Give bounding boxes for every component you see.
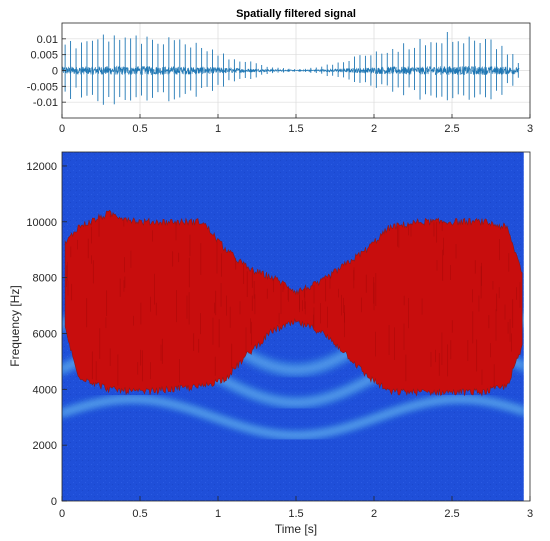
spectrogram-y-tick-label-5: 10000	[26, 217, 57, 229]
spectrogram-x-ticks: 0 0.5 1 1.5 2 2.5 3	[59, 496, 533, 520]
signal-noise-trace	[61, 65, 520, 76]
spectrogram-y-tick-label-0: 0	[51, 496, 57, 508]
signal-y-tick-label-1: -0.005	[27, 81, 58, 93]
spectrogram-x-tick-label-6: 3	[527, 508, 533, 520]
spectrogram-y-tick-label-6: 12000	[26, 161, 57, 173]
spectrogram-x-tick-label-0: 0	[59, 508, 65, 520]
spectrogram-x-label: Time [s]	[275, 522, 317, 536]
spectrogram-x-tick-label-3: 1.5	[288, 508, 303, 520]
spectrogram-y-ticks: 0 2000 4000 6000 8000 10000 12000	[26, 161, 67, 508]
signal-y-ticks: -0.01 -0.005 0 0.005 0.01	[27, 34, 66, 109]
signal-x-ticks: 0 0.5 1 1.5 2 2.5 3	[59, 114, 533, 135]
spectrogram-y-tick-label-1: 2000	[33, 440, 57, 452]
spectrogram-y-label: Frequency [Hz]	[8, 285, 22, 366]
spectrogram-x-tick-label-5: 2.5	[444, 508, 459, 520]
signal-y-tick-label-3: 0.005	[30, 50, 58, 62]
signal-y-tick-label-0: -0.01	[33, 97, 58, 109]
spectrogram-y-tick-label-3: 6000	[33, 328, 57, 340]
active-frequency-region	[64, 209, 523, 397]
spectrogram-y-tick-label-2: 4000	[33, 384, 57, 396]
signal-axes: Spatially filtered signal 0 0.5 1 1.5 2 2.5 3 …	[27, 8, 533, 135]
harmonic-band-core-0	[62, 397, 525, 438]
spectrogram-x-tick-label-1: 0.5	[132, 508, 147, 520]
signal-y-tick-label-2: 0	[52, 66, 58, 78]
signal-title: Spatially filtered signal	[236, 8, 356, 20]
signal-x-tick-label-6: 3	[527, 123, 533, 135]
active-region-fill	[64, 209, 523, 397]
signal-x-tick-label-4: 2	[371, 123, 377, 135]
signal-x-tick-label-0: 0	[59, 123, 65, 135]
spectrogram-unfilled-tail	[523, 152, 530, 501]
spectrogram-x-tick-label-4: 2	[371, 508, 377, 520]
signal-x-tick-label-2: 1	[215, 123, 221, 135]
signal-x-tick-label-3: 1.5	[288, 123, 303, 135]
signal-y-tick-label-4: 0.01	[37, 34, 58, 46]
signal-x-tick-label-1: 0.5	[132, 123, 147, 135]
signal-x-tick-label-5: 2.5	[444, 123, 459, 135]
spectrogram-y-tick-label-4: 8000	[33, 273, 57, 285]
signal-trace	[61, 31, 520, 105]
spectrogram-axes: 0 0.5 1 1.5 2 2.5 3 0 2000 4000 6000 8000 10000 1200…	[8, 151, 533, 536]
spectrogram-x-tick-label-2: 1	[215, 508, 221, 520]
